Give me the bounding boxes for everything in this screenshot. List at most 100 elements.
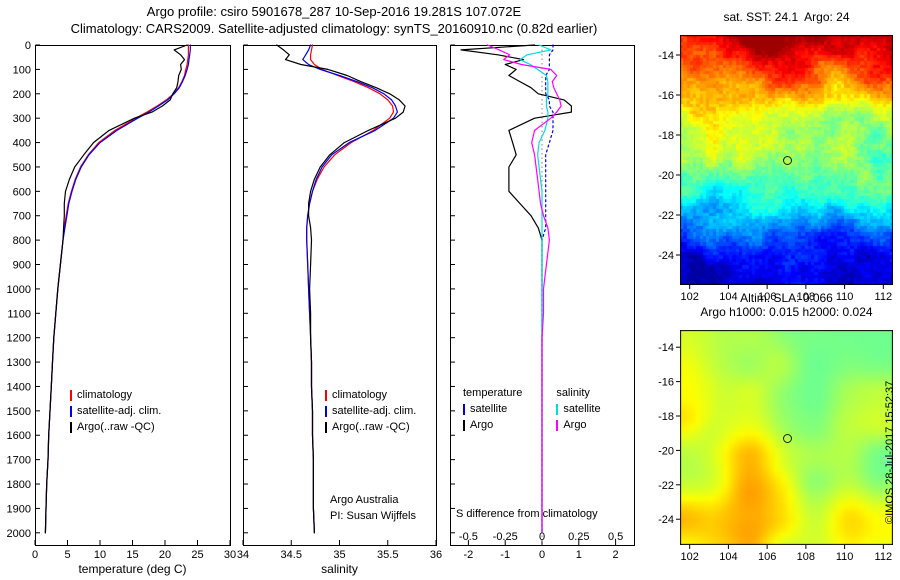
legend-column-header: temperature: [463, 387, 523, 399]
salinity-legend-item-argo-raw-qc: Argo(..raw -QC): [325, 419, 416, 435]
salinity-legend-item-argo: Argo: [556, 417, 600, 433]
legend-label: satellite: [470, 403, 508, 415]
lat-tick-label: -20: [658, 445, 674, 457]
salinity-series-climatology: [306, 44, 395, 534]
depth-tick-label: 300: [13, 113, 31, 125]
lat-tick-label: -22: [658, 480, 674, 492]
difference-panel-frame: [450, 45, 635, 546]
legend-label: Argo: [563, 419, 587, 431]
lat-tick-label: -24: [658, 514, 674, 526]
sla-map-title-line1: Altim. SLA: 0.066: [740, 291, 833, 305]
difference-panel-x-tick-label: 1: [576, 549, 582, 561]
salinity-panel-x-tick-label: 34.5: [281, 549, 302, 561]
legend-label: climatology: [77, 389, 133, 401]
lat-tick-label: -16: [658, 90, 674, 102]
depth-tick-label: 200: [13, 89, 31, 101]
temperature-legend-item-argo: Argo: [463, 417, 522, 433]
depth-tick-label: 1500: [7, 406, 31, 418]
legend-marker-satellite: [556, 403, 559, 415]
temperature-panel-x-tick-label: 30: [224, 549, 236, 561]
s-tick-label: 0.25: [568, 531, 589, 543]
difference-panel-x-tick-label: -1: [500, 549, 510, 561]
depth-tick-label: 1200: [7, 333, 31, 345]
lon-tick-label: 104: [719, 551, 737, 563]
difference-legend: temperature satellite Argo salinity satellit…: [463, 385, 601, 433]
depth-tick-label: 700: [13, 211, 31, 223]
legend-label: climatology: [332, 389, 388, 401]
legend-label: Argo(..raw -QC): [77, 421, 155, 433]
legend-label: Argo(..raw -QC): [332, 421, 410, 433]
depth-tick-label: 600: [13, 186, 31, 198]
temperature-axis-label: temperature (deg C): [78, 562, 187, 576]
depth-tick-label: 1800: [7, 479, 31, 491]
sst-map-title: sat. SST: 24.1 Argo: 24: [723, 10, 850, 24]
lat-tick-label: -24: [658, 250, 674, 262]
salinity-legend: climatology satellite-adj. clim. Argo(..ra…: [325, 387, 416, 435]
temperature-legend-item-satellite: satellite: [463, 401, 522, 417]
salinity-axis-label: salinity: [321, 562, 358, 576]
lat-tick-label: -18: [658, 411, 674, 423]
temperature-legend-item-argo-raw-qc: Argo(..raw -QC): [70, 419, 161, 435]
temperature-panel-x-tick-label: 10: [94, 549, 106, 561]
depth-tick-label: 1300: [7, 357, 31, 369]
sla-map-title-line2: Argo h1000: 0.015 h2000: 0.024: [700, 305, 873, 319]
lat-tick-label: -20: [658, 170, 674, 182]
lat-tick-label: -14: [658, 50, 674, 62]
temperature-panel-x-tick-label: 5: [64, 549, 70, 561]
legend-column-header: salinity: [556, 387, 590, 399]
legend-label: satellite-adj. clim.: [332, 405, 417, 417]
pi-note: PI: Susan Wijffels: [330, 510, 416, 522]
temperature-panel-x-tick-label: 15: [126, 549, 138, 561]
difference-series-argo-s-difference: [486, 44, 562, 534]
salinity-legend-item-climatology: climatology: [325, 387, 416, 403]
s-tick-label: 0: [539, 531, 545, 543]
legend-marker-satellite-adj-clim: [325, 405, 327, 417]
depth-tick-label: 1000: [7, 284, 31, 296]
temperature-legend-item-climatology: climatology: [70, 387, 161, 403]
depth-tick-label: 1900: [7, 503, 31, 515]
legend-column-salinity: salinity satellite Argo: [556, 385, 601, 433]
lon-tick-label: 108: [797, 551, 815, 563]
imos-watermark: ©IMOS 28-Jul-2017 15:52:37: [884, 380, 896, 524]
legend-marker-satellite: [463, 403, 465, 415]
lat-tick-label: -16: [658, 377, 674, 389]
difference-panel-x-tick-label: -2: [464, 549, 474, 561]
lon-tick-label: 102: [681, 551, 699, 563]
legend-label: satellite: [563, 403, 601, 415]
legend-label: satellite-adj. clim.: [77, 405, 162, 417]
depth-tick-label: 1400: [7, 381, 31, 393]
legend-marker-satellite-adj-clim: [70, 405, 72, 417]
salinity-legend-item-satellite-adj-clim: satellite-adj. clim.: [325, 403, 416, 419]
argo-australia-note: Argo Australia: [330, 494, 399, 506]
legend-column-temperature: temperature satellite Argo: [463, 385, 522, 433]
temperature-legend-item-satellite-adj-clim: satellite-adj. clim.: [70, 403, 161, 419]
lon-tick-label: 106: [758, 551, 776, 563]
depth-tick-label: 1700: [7, 455, 31, 467]
salinity-panel-frame: [243, 45, 437, 546]
temperature-legend: climatology satellite-adj. clim. Argo(..ra…: [70, 387, 161, 435]
depth-tick-label: 900: [13, 260, 31, 272]
legend-marker-argo-raw-qc: [70, 421, 72, 433]
argo-position-marker-sla: [783, 433, 793, 443]
temperature-panel-x-tick-label: 20: [159, 549, 171, 561]
temperature-series-climatology: [44, 44, 189, 534]
s-difference-axis-label: S difference from climatology: [456, 508, 598, 520]
depth-tick-label: 0: [25, 40, 31, 52]
difference-panel-x-tick-label: 2: [613, 549, 619, 561]
temperature-panel-x-tick-label: 0: [32, 549, 38, 561]
depth-tick-label: 500: [13, 162, 31, 174]
lat-tick-label: -18: [658, 130, 674, 142]
salinity-panel-x-tick-label: 35.5: [377, 549, 398, 561]
temperature-series-satellite-adj-clim: [44, 44, 191, 534]
s-tick-label: -0.25: [493, 531, 518, 543]
legend-marker-climatology: [70, 389, 72, 401]
difference-series-argo-t-difference: [460, 44, 573, 534]
salinity-series-satellite-adj-clim: [302, 44, 398, 534]
lon-tick-label: 112: [875, 551, 893, 563]
temperature-panel-x-tick-label: 25: [191, 549, 203, 561]
depth-tick-label: 400: [13, 138, 31, 150]
s-tick-label: 0.5: [608, 531, 623, 543]
difference-series-satellite-t-difference: [541, 44, 554, 534]
difference-panel-x-tick-label: 0: [539, 549, 545, 561]
